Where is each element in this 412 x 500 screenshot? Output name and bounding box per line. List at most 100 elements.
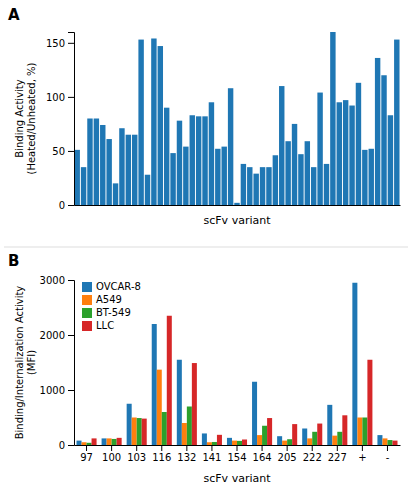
- legend-item: LLC: [82, 320, 114, 331]
- tick-label: 0: [59, 200, 65, 211]
- axis-line: [68, 33, 75, 206]
- tick: 141: [202, 445, 221, 463]
- bar: [217, 435, 222, 445]
- tick-mark: [68, 205, 74, 206]
- tick-mark: [68, 43, 74, 44]
- bar: [82, 442, 87, 445]
- bar: [387, 440, 392, 445]
- tick: 164: [253, 445, 272, 463]
- tick-mark: [136, 445, 137, 451]
- text-line: Binding/Internalization Activity: [14, 286, 25, 440]
- tick-label: 141: [202, 452, 221, 463]
- bar: [232, 441, 237, 445]
- bar: [117, 438, 122, 445]
- legend-swatch: [82, 282, 92, 292]
- bar: [242, 440, 247, 446]
- tick-label: 150: [46, 38, 65, 49]
- tick-mark: [287, 445, 288, 451]
- bar: [132, 418, 137, 446]
- legend-label: BT-549: [96, 307, 131, 318]
- tick-mark: [68, 97, 74, 98]
- tick-label: 97: [80, 452, 93, 463]
- tick-mark: [68, 445, 74, 446]
- bar: [327, 405, 332, 445]
- tick-mark: [68, 151, 74, 152]
- bar: [273, 155, 278, 205]
- bar: [102, 438, 107, 445]
- bar: [362, 418, 367, 446]
- bar: [190, 115, 195, 205]
- bar: [381, 75, 386, 205]
- tick-label: 227: [328, 452, 347, 463]
- bar: [182, 423, 187, 445]
- bar: [234, 203, 239, 205]
- legend-swatch: [82, 321, 92, 331]
- bar: [162, 412, 167, 445]
- bar: [228, 88, 233, 205]
- bar: [260, 167, 265, 205]
- bar: [257, 435, 262, 445]
- bar: [170, 153, 175, 205]
- bar: [324, 164, 329, 205]
- tick-mark: [262, 445, 263, 451]
- bar: [177, 121, 182, 205]
- tick-label: 132: [177, 452, 196, 463]
- bar: [196, 116, 201, 205]
- tick: 227: [328, 445, 347, 463]
- tick-label: 205: [278, 452, 297, 463]
- tick-label: 2000: [40, 330, 65, 341]
- text-line: (MFI): [26, 350, 37, 375]
- tick-mark: [86, 445, 87, 451]
- bar: [127, 404, 132, 445]
- tick-mark: [68, 390, 74, 391]
- y-axis: 0100020003000: [40, 275, 75, 451]
- tick: -: [386, 445, 390, 463]
- plot-area: [74, 32, 399, 205]
- tick-mark: [362, 445, 363, 451]
- tick-label: 164: [253, 452, 272, 463]
- y-axis-title: Binding/Internalization Activity(MFI): [14, 286, 37, 440]
- bar: [202, 433, 207, 445]
- bar: [349, 106, 354, 205]
- bar: [337, 102, 342, 205]
- bar: [253, 174, 258, 205]
- bar: [94, 119, 99, 206]
- bar: [100, 125, 105, 205]
- legend-item: A549: [82, 294, 122, 305]
- bar: [311, 167, 316, 205]
- tick: 97: [80, 445, 93, 463]
- bar: [392, 441, 397, 445]
- bar: [77, 441, 82, 445]
- tick-mark: [211, 445, 212, 451]
- bar: [113, 183, 118, 205]
- bar: [307, 438, 312, 445]
- bar: [237, 441, 242, 445]
- bar: [367, 360, 372, 445]
- text-line: (Heated/Unheated, %): [26, 62, 37, 174]
- bar: [388, 115, 393, 205]
- bar: [207, 442, 212, 445]
- bar: [126, 135, 131, 205]
- tick-label: 50: [52, 146, 65, 157]
- bar: [317, 424, 322, 445]
- bar: [332, 436, 337, 445]
- tick: 2000: [40, 330, 74, 341]
- bar: [279, 86, 284, 205]
- divider: [4, 247, 408, 248]
- legend-swatch: [82, 308, 92, 318]
- bar: [183, 147, 188, 205]
- bar: [187, 407, 192, 446]
- tick-mark: [337, 445, 338, 451]
- tick-label: 1000: [40, 385, 65, 396]
- bar: [215, 149, 220, 205]
- bar: [247, 167, 252, 205]
- bar: [221, 147, 226, 205]
- text-line: Binding Activity: [14, 79, 25, 157]
- bar: [74, 150, 79, 205]
- tick: 3000: [40, 275, 74, 286]
- tick: 116: [152, 445, 171, 463]
- bar: [209, 102, 214, 205]
- y-axis-title: Binding Activity(Heated/Unheated, %): [14, 62, 37, 174]
- tick-mark: [387, 445, 388, 451]
- panel: A050100150scFv variantBinding Activity(H…: [8, 6, 401, 227]
